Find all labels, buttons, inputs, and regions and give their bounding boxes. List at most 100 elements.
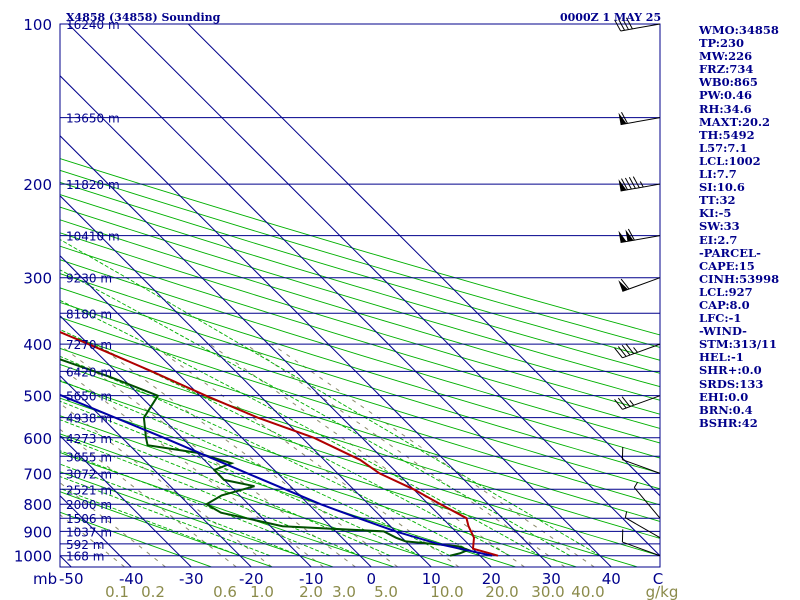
wind-barb-feather (621, 344, 631, 356)
stability-index-line: BRN:0.4 (699, 402, 753, 417)
stability-index-line: TH:5492 (699, 127, 755, 142)
temperature-tick-label: -40 (119, 570, 144, 588)
moist-adiabat-line (60, 400, 421, 557)
dry-adiabat-line (60, 259, 660, 444)
pressure-tick-label: 700 (23, 465, 52, 483)
stability-index-line: MAXT:20.2 (699, 114, 770, 129)
stability-index-line: SRDS:133 (699, 376, 764, 391)
height-label: 7270 m (66, 338, 112, 352)
pressure-axis-label: mb (33, 570, 57, 588)
dry-adiabat-line (60, 232, 660, 415)
mixing-ratio-tick-label: 5.0 (374, 583, 398, 600)
dry-adiabat-line (60, 158, 660, 336)
isobars (59, 23, 661, 568)
wind-barb-feather (624, 177, 632, 190)
wind-barb-half-feather (633, 481, 639, 488)
stability-index-line: LCL:1002 (699, 153, 761, 168)
pressure-tick-label: 600 (23, 430, 52, 448)
stability-index-line: BSHR:42 (699, 415, 758, 430)
wind-barb-feather (622, 18, 629, 30)
wind-barb-feather (621, 396, 631, 407)
wind-barb-flag (618, 230, 627, 243)
wind-barb-flag (618, 179, 627, 192)
stability-index-line: TP:230 (699, 36, 745, 51)
wind-barb-feather (627, 228, 635, 241)
isotherm-line (127, 24, 660, 557)
mixing-ratio-tick-label: 0.1 (105, 583, 129, 600)
wind-barb-feather (632, 176, 640, 188)
stability-index-line: SW:33 (699, 219, 740, 234)
dry-adiabat-line (60, 415, 517, 567)
dry-adiabat-line (60, 316, 660, 506)
height-label: 3655 m (66, 450, 112, 464)
mixing-ratio-tick-label: 3.0 (332, 583, 356, 600)
wind-barb-staff (625, 517, 661, 539)
wind-barb-feather (614, 399, 623, 410)
axis-labels: 16240 m 13650 m 11820 m 10410 m 9230 m 8180 m… (14, 16, 679, 600)
wind-barb-staff (633, 487, 661, 519)
dry-adiabat-line (60, 364, 660, 557)
moist-adiabat-line (60, 476, 271, 557)
mixing-ratio-tick-label: 40.0 (571, 583, 604, 600)
wind-barb-feather (625, 343, 635, 355)
mixing-ratio-tick-label: 2.0 (299, 583, 323, 600)
height-label: 9230 m (66, 272, 112, 286)
stability-index-line: EHI:0.0 (699, 389, 749, 404)
stability-index-line: TT:32 (699, 193, 736, 208)
pressure-tick-label: 100 (23, 16, 52, 34)
dry-adiabat-line (60, 511, 212, 567)
mixing-ratio-tick-label: 0.2 (141, 583, 165, 600)
pressure-tick-label: 800 (23, 496, 52, 514)
temperature-tick-label: -50 (59, 570, 84, 588)
dry-adiabat-line (60, 194, 660, 374)
wind-barb-feather (614, 347, 623, 359)
wind-barb-feather (621, 112, 628, 124)
wind-barb-feather (625, 17, 633, 30)
height-label: 3072 m (66, 467, 112, 481)
mixing-ratio-line (60, 344, 356, 567)
temperature-tick-label: -10 (299, 570, 324, 588)
parcel-trace (60, 393, 493, 557)
temperature-trace (60, 330, 499, 557)
isotherm-line (0, 24, 11, 567)
mixing-ratio-tick-label: 1.0 (250, 583, 274, 600)
dry-adiabat-line (60, 287, 660, 474)
temperature-tick-label: 40 (602, 570, 621, 588)
stability-index-line: MW:226 (699, 49, 753, 64)
dry-adiabat-line (60, 347, 660, 539)
dry-adiabat-line (60, 452, 395, 567)
height-label: 11820 m (66, 178, 120, 192)
mixing-ratio-tick-label: 20.0 (485, 583, 518, 600)
temperature-tick-label: 20 (482, 570, 501, 588)
height-label: 2521 m (66, 483, 112, 497)
sounding-time: 0000Z 1 MAY 25 (560, 11, 661, 24)
dry-adiabat-line (60, 181, 660, 361)
height-label: 4938 m (66, 412, 112, 426)
wind-barb-feather (621, 178, 628, 191)
mixing-ratio-unit-label: g/kg (646, 583, 679, 600)
wind-barb-flag (618, 280, 629, 292)
isotherm-line (60, 75, 552, 567)
pressure-tick-label: 1000 (14, 548, 52, 566)
wind-barb-staff (622, 395, 661, 410)
stability-index-line: LFC:-1 (699, 311, 742, 326)
height-label: 1506 m (66, 512, 112, 526)
height-label: 13650 m (66, 112, 120, 126)
mixing-ratio-line (60, 428, 237, 567)
dry-adiabat-line (60, 301, 660, 490)
temperature-tick-label: -30 (179, 570, 204, 588)
mixing-ratio-line (151, 343, 460, 567)
height-label: 2000 m (66, 498, 112, 512)
dry-adiabat-line (60, 169, 660, 348)
moist-adiabat-line (60, 299, 541, 557)
dry-adiabat-line (60, 245, 660, 429)
sounding-traces (60, 330, 499, 557)
wind-barb-staff (622, 459, 661, 474)
stability-index-line: STM:313/11 (699, 337, 778, 352)
wind-barbs (614, 17, 661, 557)
mixing-ratio-tick-label: 10.0 (430, 583, 463, 600)
temperature-tick-label: -20 (239, 570, 264, 588)
pressure-tick-label: 500 (23, 388, 52, 406)
height-label: 592 m (66, 538, 104, 552)
wind-barb-staff (620, 235, 661, 244)
